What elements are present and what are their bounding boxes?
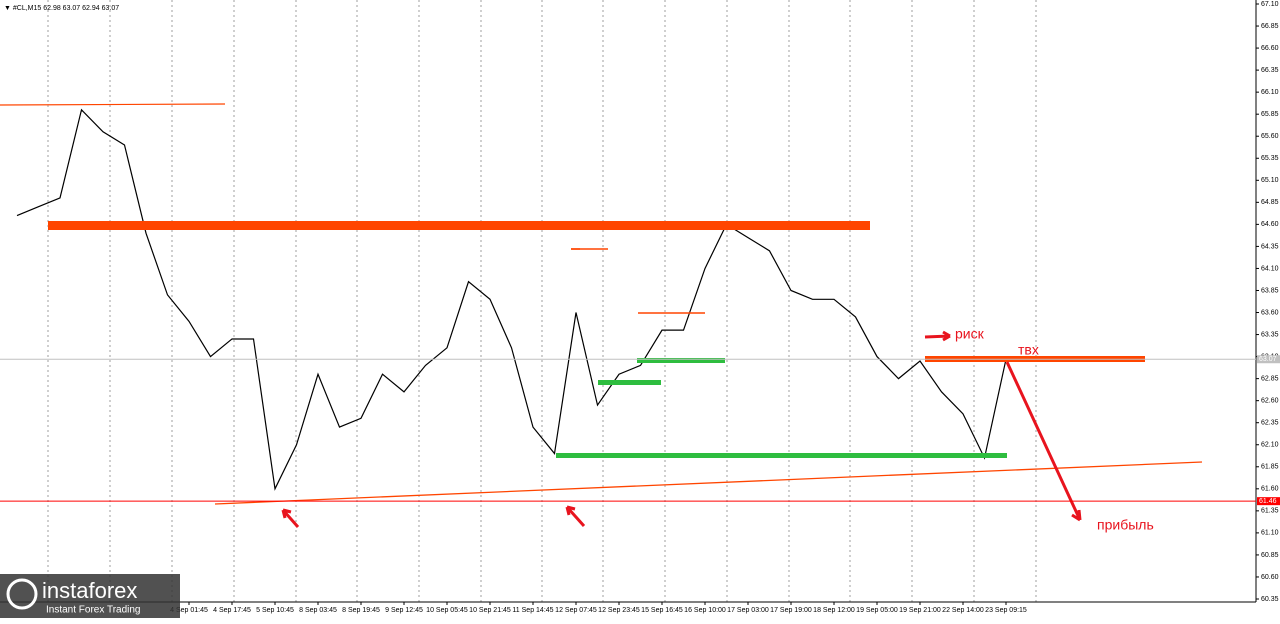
y-tick-label: 63.60 <box>1261 309 1279 316</box>
x-tick-label: 5 Sep 10:45 <box>256 607 294 614</box>
y-tick-label: 66.60 <box>1261 45 1279 52</box>
y-tick-label: 61.10 <box>1261 530 1279 537</box>
y-tick-label: 64.60 <box>1261 221 1279 228</box>
x-tick-label: 10 Sep 05:45 <box>426 607 468 614</box>
x-tick-label: 22 Sep 14:00 <box>942 607 984 614</box>
y-tick-label: 66.10 <box>1261 89 1279 96</box>
price-marker <box>1257 355 1280 364</box>
x-tick-label: 9 Sep 12:45 <box>385 607 423 614</box>
y-tick-label: 60.60 <box>1261 574 1279 581</box>
y-tick-label: 64.85 <box>1261 199 1279 206</box>
annotation: прибыль <box>1097 517 1154 533</box>
x-tick-label: 19 Sep 21:00 <box>899 607 941 614</box>
x-tick-label: 18 Sep 12:00 <box>813 607 855 614</box>
price-marker <box>1257 497 1280 506</box>
y-tick-label: 62.10 <box>1261 442 1279 449</box>
x-tick-label: 17 Sep 19:00 <box>770 607 812 614</box>
y-tick-label: 61.35 <box>1261 508 1279 515</box>
x-tick-label: 12 Sep 23:45 <box>598 607 640 614</box>
annotation: риск <box>955 326 985 342</box>
x-tick-label: 16 Sep 10:00 <box>684 607 726 614</box>
y-tick-label: 65.85 <box>1261 111 1279 118</box>
x-tick-label: 11 Sep 14:45 <box>512 607 553 614</box>
y-tick-label: 61.60 <box>1261 486 1279 493</box>
x-tick-label: 19 Sep 05:00 <box>856 607 898 614</box>
x-tick-label: 8 Sep 03:45 <box>299 607 337 614</box>
y-tick-label: 62.60 <box>1261 398 1279 405</box>
y-tick-label: 62.85 <box>1261 375 1279 382</box>
y-tick-label: 64.35 <box>1261 243 1279 250</box>
y-tick-label: 66.85 <box>1261 23 1279 30</box>
price-marker-label: 63.07 <box>1259 356 1277 363</box>
y-tick-label: 64.10 <box>1261 265 1279 272</box>
x-tick-label: 4 Sep 17:45 <box>213 607 251 614</box>
x-tick-label: 10 Sep 21:45 <box>469 607 511 614</box>
y-tick-label: 62.35 <box>1261 420 1279 427</box>
price-marker-label: 61.46 <box>1259 498 1277 505</box>
y-tick-label: 65.60 <box>1261 133 1279 140</box>
logo-name: instaforex <box>42 578 137 603</box>
logo-tagline: Instant Forex Trading <box>46 605 141 616</box>
grid <box>47 0 1037 602</box>
y-tick-label: 63.85 <box>1261 287 1279 294</box>
x-tick-label: 17 Sep 03:00 <box>727 607 769 614</box>
x-tick-label: 8 Sep 19:45 <box>342 607 380 614</box>
x-tick-label: 15 Sep 16:45 <box>641 607 683 614</box>
chart-title: ▼ #CL,M15 62.98 63.07 62.94 63.07 <box>4 5 119 12</box>
y-tick-label: 65.10 <box>1261 177 1279 184</box>
y-tick-label: 60.85 <box>1261 552 1279 559</box>
y-tick-label: 61.85 <box>1261 464 1279 471</box>
y-tick-label: 63.35 <box>1261 331 1279 338</box>
logo: instaforex Instant Forex Trading <box>0 574 180 618</box>
y-tick-label: 67.10 <box>1261 1 1279 8</box>
annotation: твх <box>1018 342 1039 358</box>
x-tick-label: 4 Sep 01:45 <box>170 607 208 614</box>
x-tick-label: 12 Sep 07:45 <box>555 607 597 614</box>
y-tick-label: 66.35 <box>1261 67 1279 74</box>
price-line <box>16 108 1007 491</box>
y-tick-label: 65.35 <box>1261 155 1279 162</box>
y-tick-label: 60.35 <box>1261 596 1279 603</box>
x-tick-label: 23 Sep 09:15 <box>985 607 1027 614</box>
